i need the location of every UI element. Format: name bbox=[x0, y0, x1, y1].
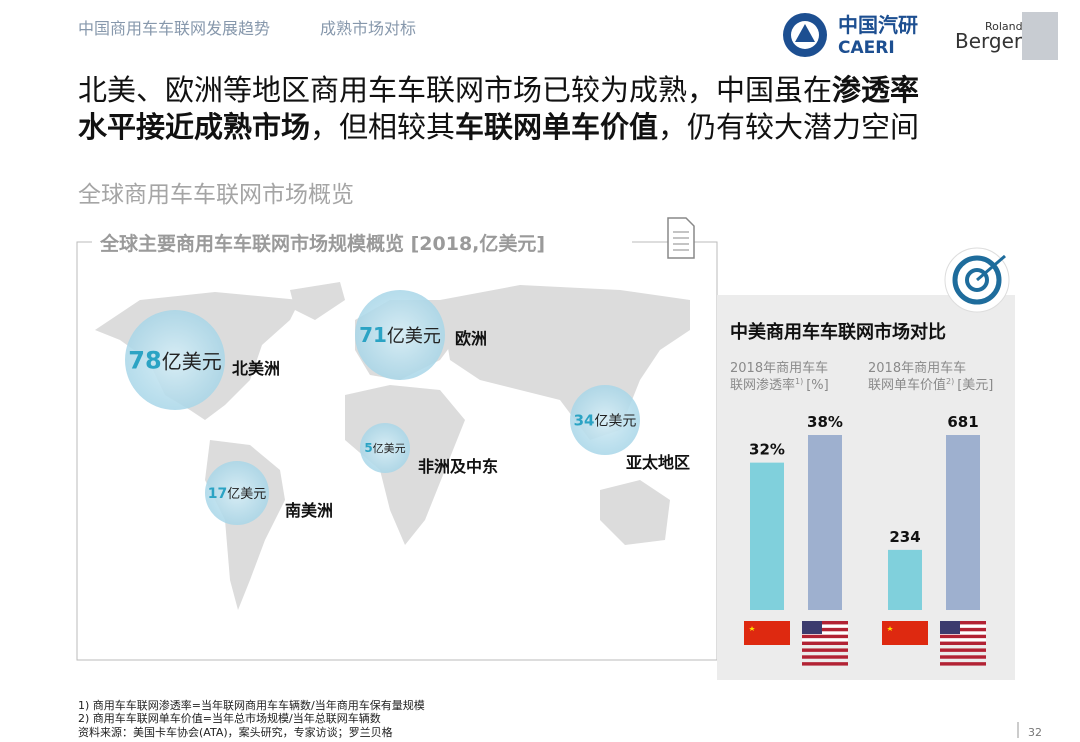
breadcrumb: 中国商用车车联网发展趋势 bbox=[78, 19, 270, 38]
market-size: 78亿美元 bbox=[128, 346, 221, 374]
value-label: 32% bbox=[749, 441, 785, 459]
value-label: 681 bbox=[947, 413, 978, 431]
flag-us bbox=[940, 662, 986, 666]
market-bubble bbox=[355, 290, 445, 380]
market-unit: 亿美元 bbox=[227, 487, 266, 502]
panel-subtitle-line: 联网渗透率 bbox=[730, 377, 795, 393]
logo-text: Berger bbox=[955, 29, 1023, 53]
flag-us bbox=[940, 655, 986, 659]
flag-us bbox=[802, 621, 822, 634]
breadcrumb: 成熟市场对标 bbox=[320, 19, 416, 38]
panel-note: 1) bbox=[795, 377, 803, 386]
flag-cn bbox=[887, 626, 893, 631]
logo-mark bbox=[795, 24, 815, 42]
bar bbox=[750, 462, 784, 610]
market-bubble bbox=[570, 385, 640, 455]
panel-subtitle: 联网单车价值2) [美元] bbox=[868, 377, 993, 393]
footnote: 1) 商用车车联网渗透率=当年联网商用车车辆数/当年商用车保有量规模 bbox=[78, 698, 425, 712]
region-label: 非洲及中东 bbox=[418, 457, 498, 476]
market-bubble bbox=[360, 423, 410, 473]
headline-segment: 北美、欧洲等地区商用车车联网市场已较为成熟，中国虽在 bbox=[78, 73, 832, 107]
panel-unit: [美元] bbox=[957, 378, 993, 393]
market-value: 78 bbox=[128, 346, 161, 374]
market-size: 5亿美元 bbox=[364, 441, 405, 455]
market-value: 17 bbox=[208, 486, 227, 502]
market-bubble bbox=[125, 310, 225, 410]
headline-segment: 水平接近成熟市场 bbox=[78, 110, 310, 144]
flag-us bbox=[802, 634, 848, 639]
market-unit: 亿美元 bbox=[162, 349, 222, 373]
headline-segment: 车联网单车价值 bbox=[455, 110, 658, 144]
section-title: 全球商用车车联网市场概览 bbox=[78, 182, 354, 208]
panel-subtitle: 联网渗透率1) [%] bbox=[730, 377, 829, 393]
logo-text: 中国汽研 bbox=[838, 13, 918, 37]
headline: 水平接近成熟市场，但相较其车联网单车价值，仍有较大潜力空间 bbox=[78, 110, 919, 144]
headline-segment: ，仍有较大潜力空间 bbox=[658, 110, 919, 144]
panel-subtitle-line: 2018年商用车车 bbox=[730, 360, 828, 376]
page-number: 32 bbox=[1028, 726, 1042, 739]
flag-us bbox=[940, 627, 986, 632]
market-value: 71 bbox=[359, 323, 387, 347]
headline: 北美、欧洲等地区商用车车联网市场已较为成熟，中国虽在渗透率 bbox=[78, 73, 919, 107]
market-unit: 亿美元 bbox=[373, 442, 406, 455]
doc-icon bbox=[673, 231, 689, 251]
market-bubble bbox=[205, 461, 269, 525]
bar bbox=[808, 435, 842, 610]
panel-unit: [%] bbox=[806, 378, 829, 393]
region-label: 亚太地区 bbox=[626, 453, 690, 472]
region-label: 欧洲 bbox=[455, 329, 487, 348]
bar bbox=[888, 549, 922, 610]
market-size: 71亿美元 bbox=[359, 323, 441, 347]
target-icon bbox=[952, 255, 1002, 305]
market-unit: 亿美元 bbox=[387, 326, 441, 347]
value-label: 234 bbox=[889, 528, 920, 546]
logo-text: CAERI bbox=[838, 38, 895, 58]
flag-cn bbox=[882, 621, 928, 645]
comparison-title: 中美商用车车联网市场对比 bbox=[730, 321, 946, 343]
flag-us bbox=[940, 648, 986, 652]
flag-us bbox=[802, 662, 848, 666]
flag-us bbox=[802, 621, 848, 625]
flag-us bbox=[940, 621, 960, 634]
target-icon bbox=[965, 268, 989, 292]
region-label: 南美洲 bbox=[285, 501, 333, 520]
panel-subtitle-line: 联网单车价值 bbox=[868, 377, 946, 393]
panel-title: 全球主要商用车车联网市场规模概览 [2018,亿美元] bbox=[99, 232, 545, 255]
value-label: 38% bbox=[807, 413, 843, 431]
title-mask bbox=[92, 228, 632, 256]
market-value: 5 bbox=[364, 441, 372, 455]
flag-us bbox=[802, 648, 848, 652]
headline-segment: ，但相较其 bbox=[310, 110, 455, 144]
region-label: 北美洲 bbox=[232, 359, 280, 378]
flag-us bbox=[802, 627, 848, 632]
flag-us bbox=[940, 641, 986, 646]
panel-subtitle: 2018年商用车车 bbox=[868, 360, 966, 376]
bar bbox=[946, 435, 980, 610]
market-unit: 亿美元 bbox=[594, 413, 636, 429]
flag-us bbox=[802, 655, 848, 659]
flag-us bbox=[940, 621, 986, 625]
panel-subtitle: 2018年商用车车 bbox=[730, 360, 828, 376]
logo-mark bbox=[1022, 12, 1058, 60]
panel-note: 2) bbox=[946, 377, 954, 386]
market-size: 17亿美元 bbox=[208, 486, 267, 502]
flag-cn bbox=[744, 621, 790, 645]
flag-us bbox=[940, 634, 986, 639]
headline-segment: 渗透率 bbox=[832, 73, 919, 107]
logo-text: Roland bbox=[985, 20, 1023, 33]
footnote: 2) 商用车车联网单车价值=当年总市场规模/当年总联网车辆数 bbox=[78, 711, 381, 725]
flag-cn bbox=[749, 626, 755, 631]
flag-us bbox=[802, 641, 848, 646]
market-value: 34 bbox=[574, 411, 595, 429]
target-icon bbox=[976, 254, 1006, 282]
panel-subtitle-line: 2018年商用车车 bbox=[868, 360, 966, 376]
footnote: 资料来源：美国卡车协会(ATA)，案头研究，专家访谈；罗兰贝格 bbox=[78, 725, 393, 739]
market-size: 34亿美元 bbox=[574, 411, 637, 429]
